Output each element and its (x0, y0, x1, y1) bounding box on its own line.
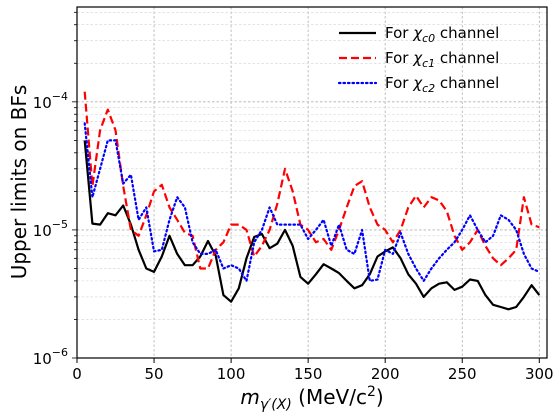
x-tick-label: 100 (217, 365, 246, 383)
y-tick-label: 10−4 (33, 90, 68, 112)
series-line-c0 (83, 140, 541, 311)
series-line-c1 (83, 91, 540, 270)
x-tick-label: 150 (294, 365, 323, 383)
series-layer (83, 91, 541, 311)
x-tick-label: 50 (145, 365, 164, 383)
ticks (72, 11, 540, 363)
legend: For χc0 channel For χc1 channel For χc2 ch… (337, 24, 499, 95)
x-axis-label: mγ′(X) (MeV/c2) (240, 384, 383, 413)
y-tick-label: 10−5 (33, 218, 68, 240)
x-tick-label: 250 (448, 365, 477, 383)
series-line-c2 (83, 122, 541, 282)
y-tick-labels: 10−6 10−5 10−4 (33, 90, 68, 368)
plot-background (77, 7, 547, 358)
legend-label-c0: For χc0 channel (385, 24, 499, 45)
plot-frame (76, 6, 548, 359)
legend-label-c2: For χc2 channel (385, 74, 499, 95)
x-tick-labels: 0 50 100 150 200 250 300 (72, 365, 553, 383)
x-tick-label: 300 (525, 365, 554, 383)
x-tick-label: 200 (371, 365, 400, 383)
y-axis-label: Upper limits on BFs (7, 85, 31, 280)
x-tick-label: 0 (72, 365, 82, 383)
legend-label-c1: For χc1 channel (385, 49, 499, 70)
y-tick-label: 10−6 (33, 346, 68, 368)
